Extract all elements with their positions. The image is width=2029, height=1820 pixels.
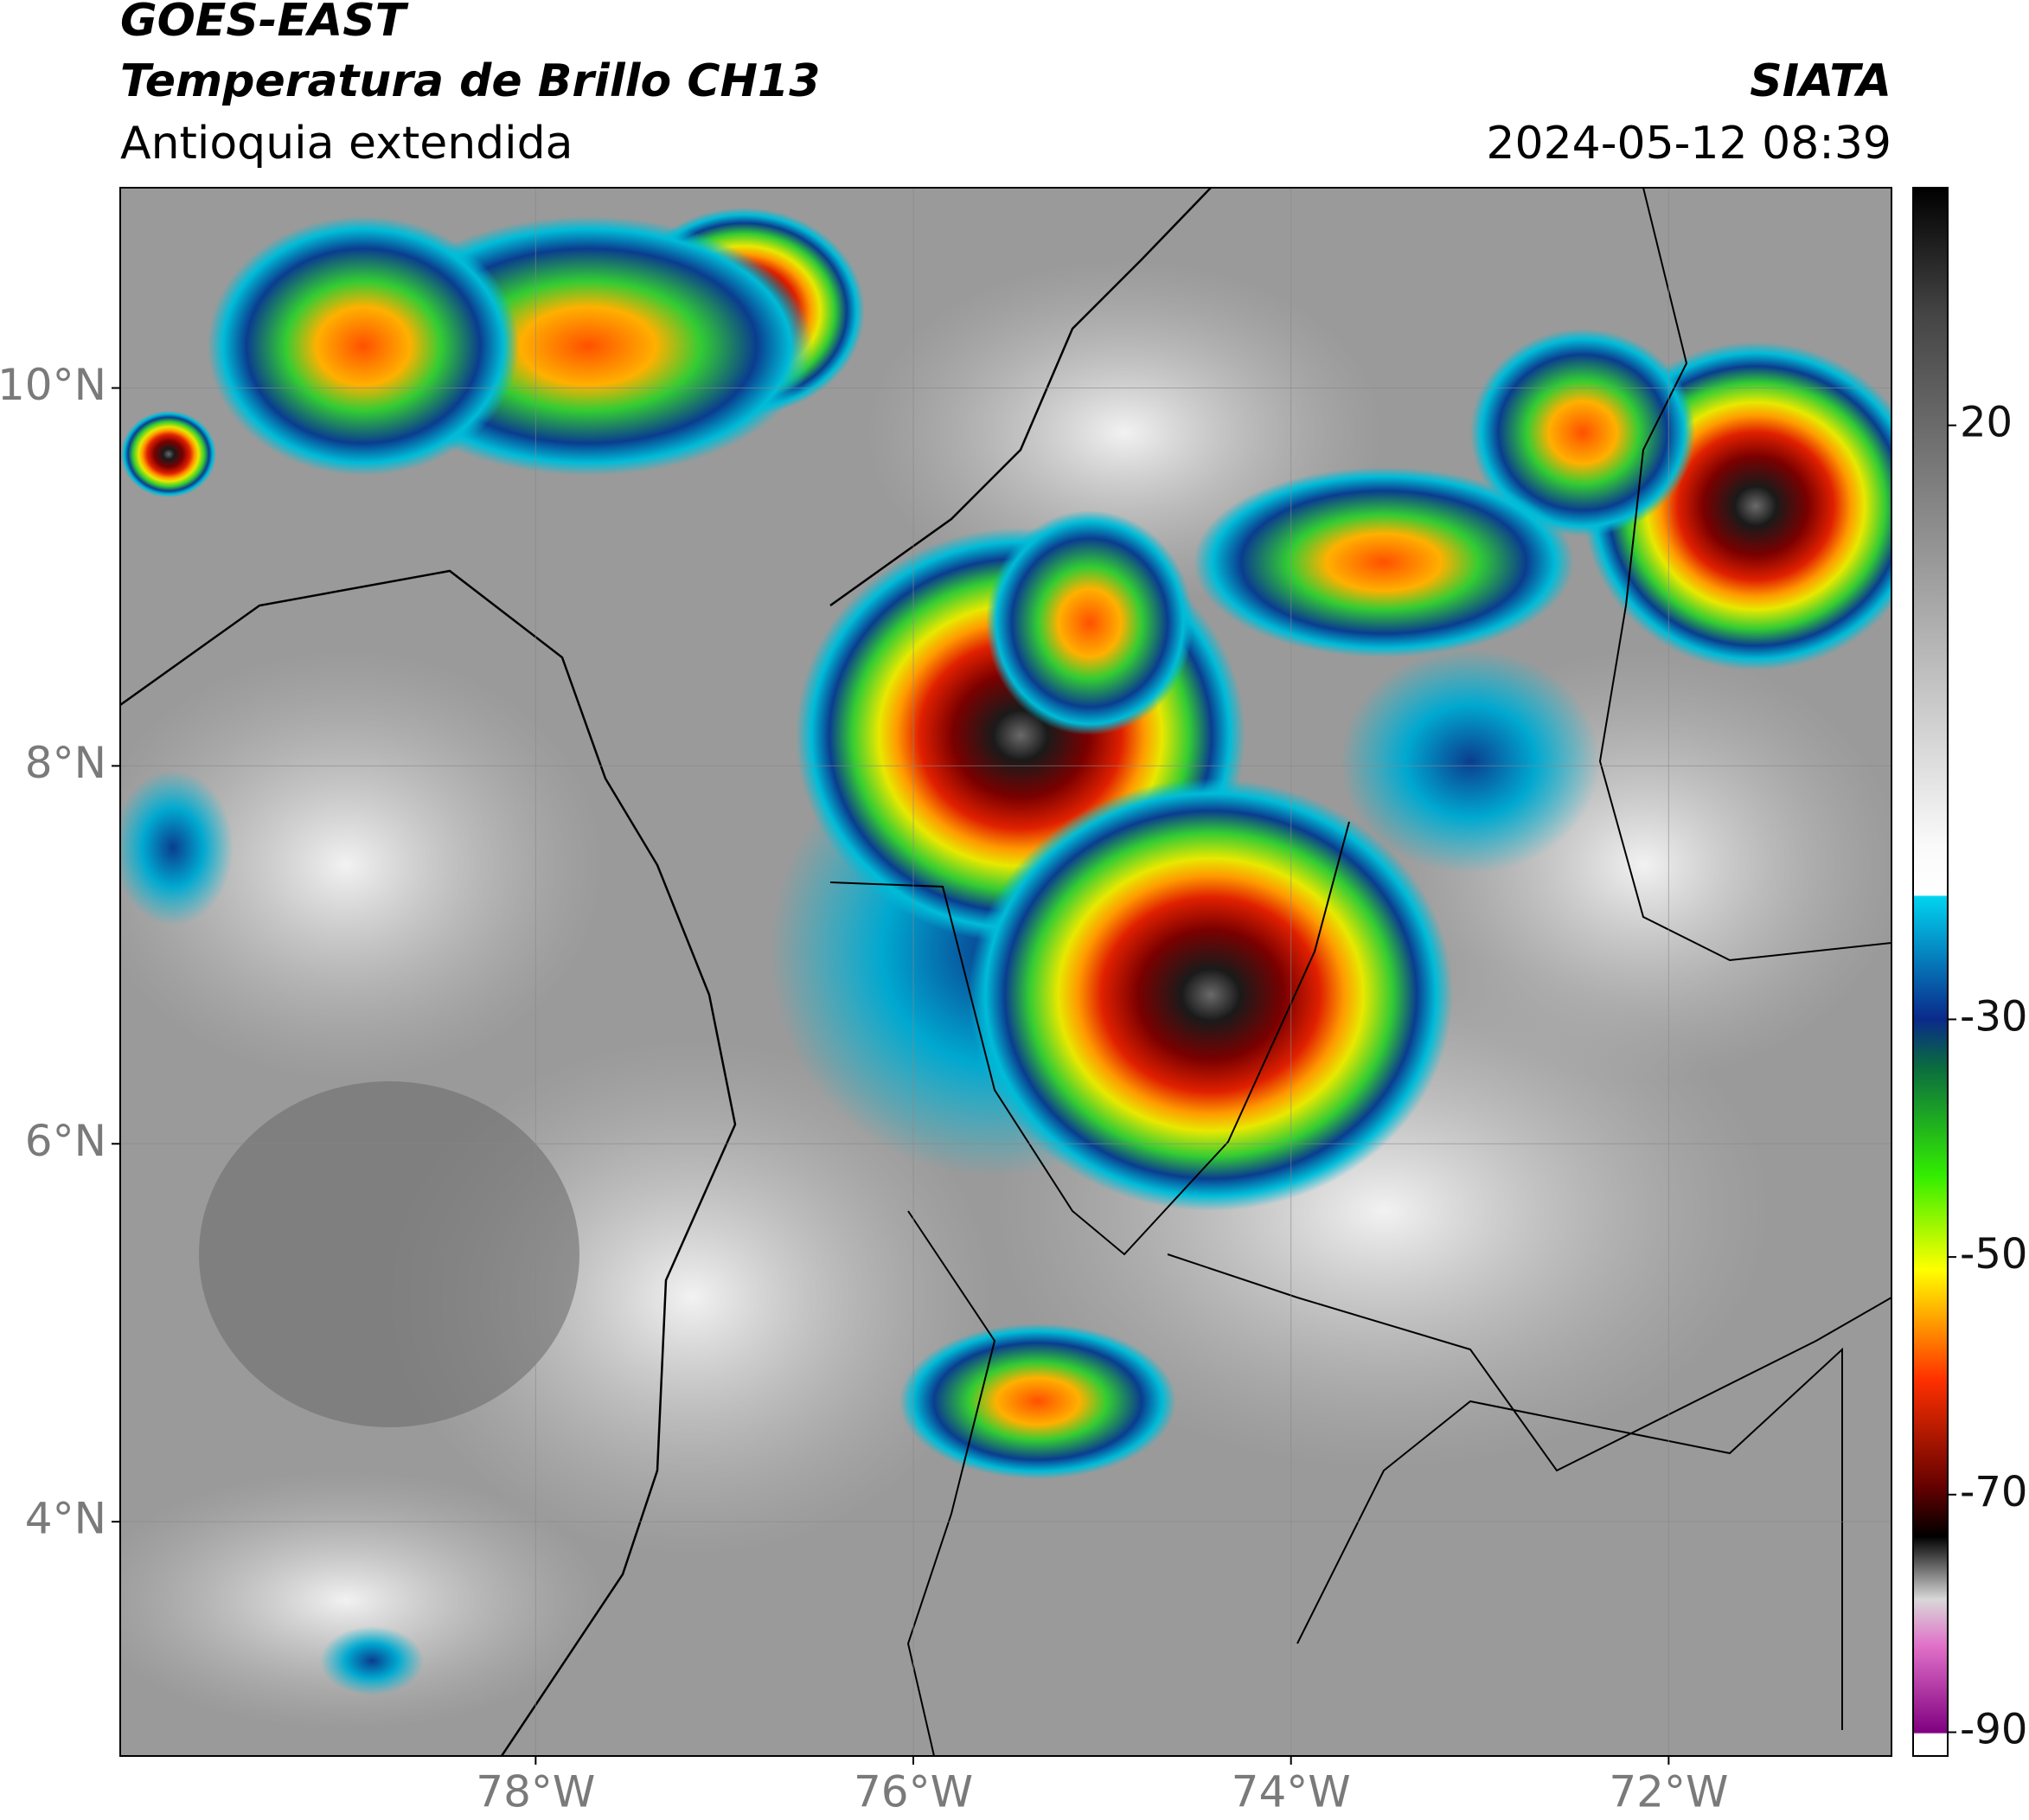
satellite-image (120, 188, 1891, 1756)
colorbar-tick-label: 20 (1960, 399, 2013, 447)
source: SIATA (1750, 55, 1891, 107)
title: GOES-EAST (120, 0, 409, 47)
boundary (1598, 188, 1891, 962)
boundary (906, 1210, 996, 1756)
cloud (120, 649, 605, 1081)
storm (208, 216, 519, 476)
storm (899, 1323, 1176, 1479)
x-tick-label: 74°W (1232, 1767, 1351, 1817)
colorbar-tick-label: -30 (1960, 992, 2027, 1041)
colorbar-tick-label: -70 (1960, 1468, 2027, 1516)
coastline (120, 569, 737, 1756)
y-tick-label: 10°N (0, 360, 106, 410)
coastline (829, 188, 1212, 607)
storm (986, 510, 1194, 735)
colorbar-tick-label: -90 (1960, 1706, 2027, 1754)
storm (121, 411, 216, 497)
x-tick-label: 72°W (1609, 1767, 1728, 1817)
datetime: 2024-05-12 08:39 (1486, 118, 1891, 170)
y-tick-label: 8°N (25, 738, 106, 788)
colorbar (1912, 187, 1949, 1757)
region: Antioquia extendida (120, 118, 573, 170)
cloud-free (199, 1081, 579, 1427)
boundary (829, 821, 1350, 1256)
colorbar-tick-label: -50 (1960, 1230, 2027, 1278)
y-tick-label: 4°N (25, 1494, 106, 1544)
grid (120, 188, 1891, 1756)
storm (320, 1626, 424, 1695)
storm (1341, 649, 1600, 874)
x-tick-label: 78°W (476, 1767, 595, 1817)
cloud (120, 1471, 605, 1730)
boundary (1296, 1347, 1843, 1730)
storm (1194, 467, 1574, 657)
storm (969, 779, 1453, 1211)
x-tick-label: 76°W (854, 1767, 973, 1817)
subtitle: Temperatura de Brillo CH13 (120, 55, 820, 107)
y-tick-label: 6°N (25, 1116, 106, 1166)
map-frame (119, 187, 1892, 1757)
storm (120, 770, 234, 926)
